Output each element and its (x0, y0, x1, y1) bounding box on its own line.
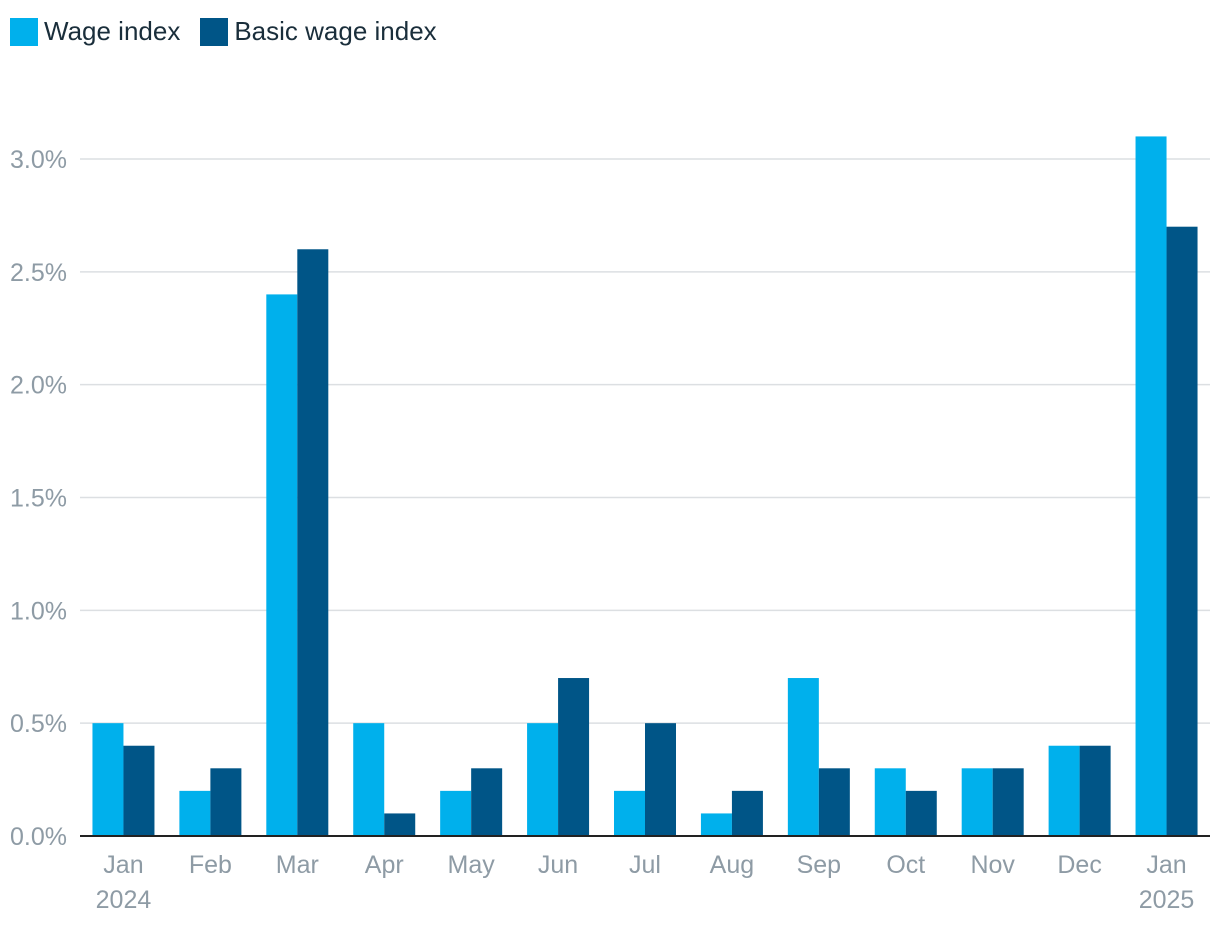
y-tick-label: 2.5% (10, 259, 67, 287)
bar-basic-wage-index (731, 790, 763, 836)
y-tick-label: 1.0% (10, 597, 67, 625)
bar-wage-index (1135, 136, 1167, 836)
x-tick-label: Jun (538, 851, 578, 879)
legend-swatch-basic-wage-index (200, 17, 229, 46)
bar-wage-index (353, 723, 385, 836)
x-tick-label: Jan (103, 851, 143, 879)
bar-basic-wage-index (1166, 226, 1198, 836)
bar-wage-index (874, 768, 906, 836)
x-tick-label: Mar (276, 851, 319, 879)
bar-wage-index (1048, 745, 1080, 836)
legend-label-wage-index: Wage index (44, 16, 181, 46)
y-tick-label: 3.0% (10, 146, 67, 174)
bar-basic-wage-index (210, 768, 242, 836)
bar-wage-index (700, 813, 732, 836)
bar-basic-wage-index (123, 745, 155, 836)
legend-item-basic-wage-index: Basic wage index (200, 16, 437, 47)
bar-wage-index (961, 768, 993, 836)
bar-basic-wage-index (905, 790, 937, 836)
chart-legend: Wage index Basic wage index (10, 16, 457, 47)
bar-basic-wage-index (645, 723, 676, 836)
x-tick-label: Aug (710, 851, 754, 879)
bar-basic-wage-index (471, 768, 503, 836)
bar-wage-index (787, 678, 819, 836)
y-tick-label: 0.0% (10, 823, 67, 851)
y-tick-label: 1.5% (10, 485, 67, 513)
bar-wage-index (527, 723, 559, 836)
x-tick-label: Jul (629, 851, 661, 879)
legend-swatch-wage-index (10, 17, 38, 46)
bar-wage-index (179, 790, 211, 836)
y-tick-label: 2.0% (10, 372, 67, 400)
x-tick-label: Sep (797, 851, 841, 879)
bar-wage-index (614, 790, 645, 836)
bar-basic-wage-index (558, 678, 590, 836)
legend-label-basic-wage-index: Basic wage index (234, 16, 437, 46)
bar-wage-index (92, 723, 124, 836)
x-tick-label: May (448, 851, 496, 879)
y-tick-label: 0.5% (10, 710, 67, 738)
x-tick-label: Nov (970, 851, 1015, 879)
x-tick-label: Dec (1057, 851, 1101, 879)
bar-basic-wage-index (818, 768, 850, 836)
bar-wage-index (266, 294, 298, 836)
x-tick-label: Feb (189, 851, 232, 879)
bar-basic-wage-index (1079, 745, 1111, 836)
bar-basic-wage-index (992, 768, 1024, 836)
x-tick-label: Apr (365, 851, 404, 879)
x-tick-label: Jan (1146, 851, 1186, 879)
x-tick-label: 2025 (1139, 886, 1195, 914)
legend-item-wage-index: Wage index (10, 16, 180, 47)
x-tick-label: 2024 (96, 886, 152, 914)
bar-basic-wage-index (384, 813, 416, 836)
x-tick-label: Oct (886, 851, 925, 879)
bar-wage-index (440, 790, 472, 836)
bar-basic-wage-index (297, 249, 329, 836)
